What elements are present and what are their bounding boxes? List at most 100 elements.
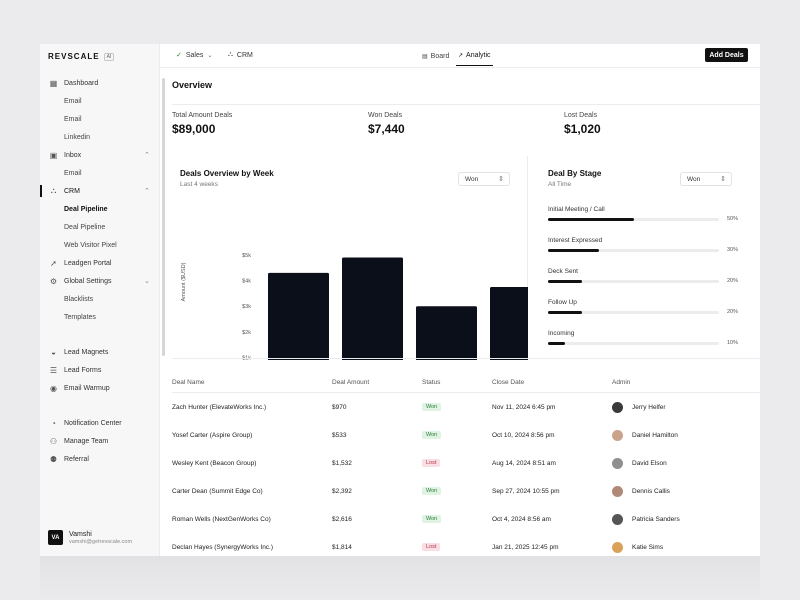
avatar xyxy=(612,514,623,525)
avatar xyxy=(612,430,623,441)
sidebar-item-lead-forms[interactable]: ☰ Lead Forms xyxy=(40,362,159,378)
stage-card-title: Deal By Stage xyxy=(548,169,602,178)
sidebar-item-label: Global Settings xyxy=(64,277,112,285)
status-badge: Lost xyxy=(422,459,441,467)
board-icon: ▤ xyxy=(422,53,428,60)
table-row[interactable]: Carter Dean (Summit Edge Co) $2,392 Won Sep… xyxy=(172,478,760,506)
warmup-icon: ◉ xyxy=(50,383,57,393)
stat-value: $89,000 xyxy=(172,122,216,136)
sales-label: Sales xyxy=(185,51,204,59)
stage-label: Initial Meeting / Call xyxy=(548,206,605,213)
select-value: Won xyxy=(687,175,701,183)
deal-name: Declan Hayes (SynergyWorks Inc.) xyxy=(172,544,274,551)
table-row[interactable]: Wesley Kent (Beacon Group) $1,532 Lost Aug … xyxy=(172,450,760,478)
table-row[interactable]: Declan Hayes (SynergyWorks Inc.) $1,814 Lo… xyxy=(172,534,760,556)
sidebar-item-email-warmup[interactable]: ◉ Email Warmup xyxy=(40,380,159,396)
table-row[interactable]: Roman Wells (NextGenWorks Co) $2,616 Won Oc… xyxy=(172,506,760,534)
stat-won: Won Deals $7,440 xyxy=(368,112,405,136)
stat-label: Won Deals xyxy=(368,112,403,119)
admin-name: David Elson xyxy=(632,460,667,467)
sidebar-item-inbox[interactable]: ▣ Inbox ⌃ xyxy=(40,147,159,163)
sidebar-subitem-email[interactable]: Email xyxy=(64,169,82,177)
table-row[interactable]: Yosef Carter (Aspire Group) $533 Won Oct 10… xyxy=(172,422,760,450)
sidebar-item-referral[interactable]: ⚉ Referral xyxy=(40,451,159,467)
close-date: Nov 11, 2024 6:45 pm xyxy=(492,404,556,411)
chart-bar[interactable] xyxy=(342,257,403,360)
chart-card-title: Deals Overview by Week xyxy=(180,169,274,178)
sidebar-subitem-templates[interactable]: Templates xyxy=(64,313,96,321)
avatar xyxy=(612,486,623,497)
sidebar-item-label: Inbox xyxy=(64,151,82,159)
sidebar-item-dashboard[interactable]: ▦ Dashboard xyxy=(40,75,159,91)
sidebar-subitem-linkedin[interactable]: Linkedin xyxy=(64,133,91,141)
chart-bar[interactable] xyxy=(416,306,477,360)
sidebar-item-label: CRM xyxy=(64,187,80,195)
y-tick-label: $1k xyxy=(242,355,251,360)
referral-icon: ⚉ xyxy=(49,454,58,464)
admin-name: Daniel Hamilton xyxy=(632,432,678,439)
add-deals-button[interactable]: Add Deals xyxy=(705,48,748,62)
stage-progress-track xyxy=(548,280,719,283)
status-badge: Won xyxy=(422,487,442,495)
divider xyxy=(172,104,760,105)
scrollbar[interactable] xyxy=(162,78,165,356)
table-row[interactable]: Zach Hunter (ElevateWorks Inc.) $970 Won No… xyxy=(172,394,760,422)
column-header-amount[interactable]: Deal Amount xyxy=(332,379,370,386)
sidebar-subitem-blacklists[interactable]: Blacklists xyxy=(64,295,94,303)
column-header-deal-name[interactable]: Deal Name xyxy=(172,379,205,386)
deal-amount: $970 xyxy=(332,404,347,411)
divider xyxy=(172,392,760,393)
column-header-admin[interactable]: Admin xyxy=(612,379,631,386)
tab-board[interactable]: ▤ Board xyxy=(422,50,449,66)
chevron-up-icon[interactable]: ⌃ xyxy=(144,152,150,159)
stage-percent: 20% xyxy=(727,309,739,315)
avatar xyxy=(612,458,623,469)
sidebar-subitem-deal-pipeline[interactable]: Deal Pipeline xyxy=(64,205,108,213)
stage-label: Deck Sent xyxy=(548,268,578,275)
sidebar-item-label: Manage Team xyxy=(64,437,109,445)
close-date: Oct 4, 2024 8:56 am xyxy=(492,516,551,523)
select-value: Won xyxy=(465,175,479,183)
chart-filter-select[interactable]: Won ⇕ xyxy=(458,172,510,186)
deal-name: Zach Hunter (ElevateWorks Inc.) xyxy=(172,404,267,411)
chevron-up-icon[interactable]: ⌃ xyxy=(144,188,150,195)
tab-analytic[interactable]: ↗ Analytic xyxy=(456,50,493,66)
column-header-status[interactable]: Status xyxy=(422,379,441,386)
sales-dropdown[interactable]: ✓ Sales ⌄ xyxy=(176,51,212,60)
crm-breadcrumb[interactable]: ⛬ CRM xyxy=(228,51,253,59)
column-header-close-date[interactable]: Close Date xyxy=(492,379,525,386)
user-profile[interactable]: VA Vamshi vamshi@getrevscale.com xyxy=(48,530,132,545)
deals-bar-chart: 0$1k$2k$3k$4k$5k Week 1Week 2Week 3Week … xyxy=(181,253,528,360)
stage-progress-track xyxy=(548,249,719,252)
sidebar-subitem-deal-pipeline[interactable]: Deal Pipeline xyxy=(64,223,106,231)
chart-bar[interactable] xyxy=(490,287,528,360)
y-axis-label: Amount ($USD) xyxy=(181,262,187,301)
stage-percent: 50% xyxy=(727,216,739,222)
stage-filter-select[interactable]: Won ⇕ xyxy=(680,172,732,186)
sidebar-subitem-web-visitor-pixel[interactable]: Web Visitor Pixel xyxy=(64,241,117,249)
sidebar-item-manage-team[interactable]: ⚇ Manage Team xyxy=(40,433,159,449)
sidebar-item-lead-magnets[interactable]: ◒ Lead Magnets xyxy=(40,344,159,360)
user-email: vamshi@getrevscale.com xyxy=(69,538,133,545)
deal-amount: $533 xyxy=(332,432,347,439)
sidebar-item-label: Notification Center xyxy=(64,419,122,427)
close-date: Oct 10, 2024 8:56 pm xyxy=(492,432,555,439)
sidebar-item-label: Email Warmup xyxy=(64,384,110,392)
settings-icon: ⚙ xyxy=(49,276,58,286)
sidebar-subitem-email[interactable]: Email xyxy=(64,97,82,105)
chevron-down-icon[interactable]: ⌄ xyxy=(144,278,150,285)
stat-label: Total Amount Deals xyxy=(172,112,233,119)
tab-analytic-label: Analytic xyxy=(466,52,491,59)
stage-progress-fill xyxy=(548,342,566,345)
crm-label: CRM xyxy=(236,51,253,59)
sidebar-item-leadgen-portal[interactable]: ➚ Leadgen Portal xyxy=(40,255,159,271)
sidebar-item-global-settings[interactable]: ⚙ Global Settings ⌄ xyxy=(40,273,159,289)
sidebar-item-crm[interactable]: ⛬ CRM ⌃ xyxy=(40,183,159,199)
stage-progress-fill xyxy=(548,280,583,283)
stage-percent: 30% xyxy=(727,247,739,253)
chart-bar[interactable] xyxy=(268,272,329,360)
stage-progress-fill xyxy=(548,311,583,314)
sidebar-subitem-email[interactable]: Email xyxy=(64,115,82,123)
sidebar-item-notification-center[interactable]: ◔ Notification Center xyxy=(40,415,159,431)
analytic-icon: ↗ xyxy=(458,53,464,59)
